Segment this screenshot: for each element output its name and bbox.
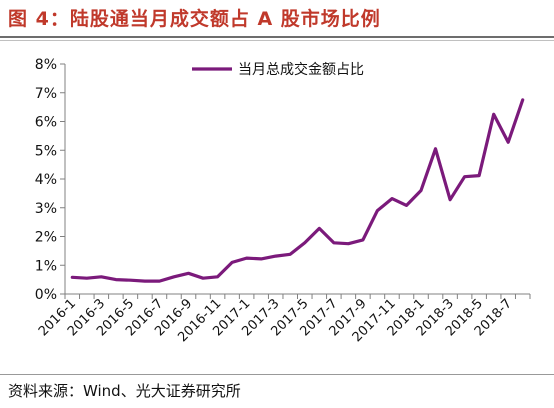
y-tick-label: 1% (35, 258, 57, 274)
y-tick-label: 7% (35, 86, 57, 102)
y-tick-label: 5% (35, 143, 57, 159)
legend-label: 当月总成交金额占比 (238, 61, 364, 78)
chart-area: 0% 1% 2% 3% 4% 5% 6% 7% 8% 2016-1 2016-3 2016-5 201… (0, 44, 554, 374)
figure-title: 图 4：陆股通当月成交额占 A 股市场比例 (8, 8, 381, 30)
series-line (70, 98, 525, 283)
title-divider-thin (0, 40, 554, 41)
y-tick-label: 8% (35, 57, 57, 73)
y-tick-label: 2% (35, 230, 57, 246)
y-tick-label: 4% (35, 172, 57, 188)
chart-legend: 当月总成交金额占比 (192, 61, 364, 78)
chart-series (70, 98, 525, 283)
y-tick-label: 6% (35, 115, 57, 131)
source-note: 资料来源：Wind、光大证券研究所 (8, 382, 241, 400)
source-divider (0, 374, 554, 375)
y-axis-ticks: 0% 1% 2% 3% 4% 5% 6% 7% 8% (35, 57, 65, 303)
line-chart: 0% 1% 2% 3% 4% 5% 6% 7% 8% 2016-12016-32016-5201… (35, 57, 531, 345)
x-axis-ticks: 2016-12016-32016-52016-72016-92016-11201… (36, 294, 531, 345)
title-divider (0, 36, 554, 38)
y-tick-label: 0% (35, 287, 57, 303)
y-tick-label: 3% (35, 201, 57, 217)
chart-axes (64, 64, 530, 295)
